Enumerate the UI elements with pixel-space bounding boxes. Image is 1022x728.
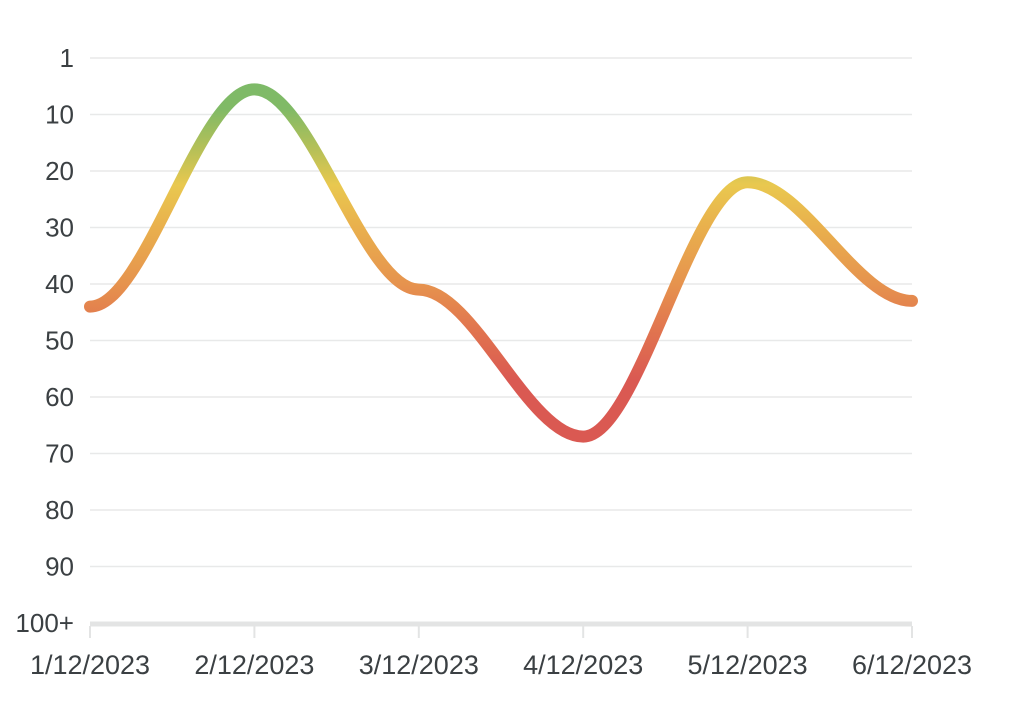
x-tick-label: 5/12/2023 xyxy=(688,650,808,680)
y-tick-label: 100+ xyxy=(15,608,74,638)
x-tick-label: 3/12/2023 xyxy=(359,650,479,680)
x-tick-label: 4/12/2023 xyxy=(523,650,643,680)
x-tick-label: 6/12/2023 xyxy=(852,650,972,680)
y-tick-label: 1 xyxy=(60,43,74,73)
y-tick-label: 50 xyxy=(45,326,74,356)
y-tick-label: 40 xyxy=(45,269,74,299)
x-tick-label: 2/12/2023 xyxy=(194,650,314,680)
rank-trend-line xyxy=(84,83,918,443)
y-tick-label: 90 xyxy=(45,552,74,582)
y-tick-label: 60 xyxy=(45,382,74,412)
y-tick-label: 80 xyxy=(45,495,74,525)
x-tick-label: 1/12/2023 xyxy=(30,650,150,680)
y-tick-label: 70 xyxy=(45,439,74,469)
y-tick-label: 30 xyxy=(45,213,74,243)
y-tick-label: 20 xyxy=(45,156,74,186)
y-tick-label: 10 xyxy=(45,100,74,130)
